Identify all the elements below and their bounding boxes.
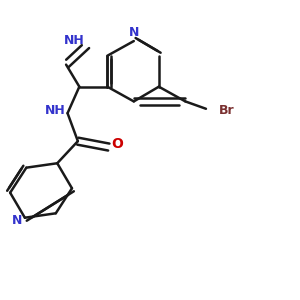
Text: N: N: [11, 214, 22, 227]
Text: N: N: [129, 26, 139, 39]
Text: O: O: [111, 137, 123, 151]
Text: NH: NH: [64, 34, 85, 47]
Text: Br: Br: [219, 104, 234, 117]
Text: NH: NH: [45, 104, 66, 117]
